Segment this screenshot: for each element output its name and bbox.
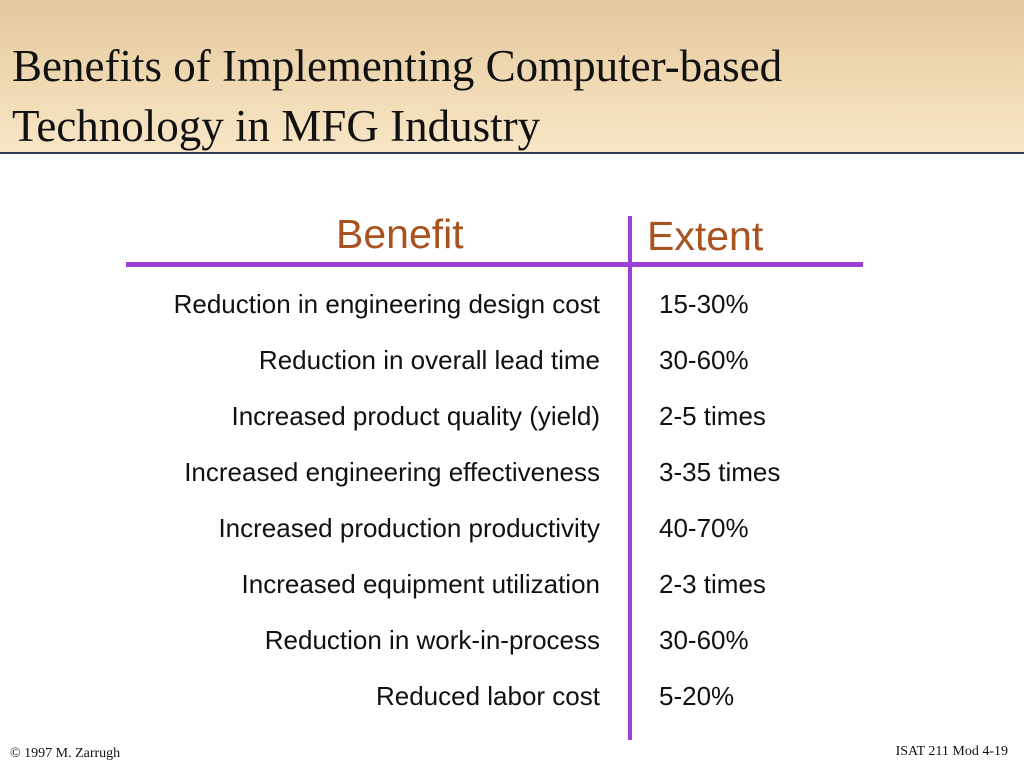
header-divider <box>126 262 863 267</box>
benefit-list: Reduction in engineering design cost Red… <box>120 286 600 734</box>
benefit-item: Reduced labor cost <box>375 681 600 711</box>
benefit-item: Reduction in engineering design cost <box>173 289 600 319</box>
extent-list: 15-30% 30-60% 2-5 times 3-35 times 40-70… <box>659 286 780 734</box>
extent-item: 40-70% <box>659 513 749 543</box>
benefit-item: Increased production productivity <box>218 513 600 543</box>
extent-item: 2-5 times <box>659 401 766 431</box>
benefit-item: Reduction in work-in-process <box>264 625 600 655</box>
benefit-item: Reduction in overall lead time <box>258 345 600 375</box>
benefit-item: Increased product quality (yield) <box>231 401 600 431</box>
extent-item: 3-35 times <box>659 457 781 487</box>
copyright-footer: © 1997 M. Zarrugh <box>10 746 121 761</box>
benefit-item: Increased engineering effectiveness <box>184 457 600 487</box>
slide-title-line-1: Benefits of Implementing Computer-based <box>12 41 783 91</box>
extent-item: 30-60% <box>659 345 749 375</box>
benefit-item: Increased equipment utilization <box>241 569 600 599</box>
title-band: Benefits of Implementing Computer-based … <box>0 0 1024 154</box>
extent-item: 30-60% <box>659 625 749 655</box>
extent-column-header: Extent <box>647 213 764 259</box>
column-divider <box>628 216 632 740</box>
slide-title: Benefits of Implementing Computer-based … <box>12 36 782 156</box>
extent-item: 5-20% <box>659 681 735 711</box>
slide-number-footer: ISAT 211 Mod 4-19 <box>895 744 1008 759</box>
extent-item: 15-30% <box>659 289 749 319</box>
benefit-column-header: Benefit <box>336 211 464 257</box>
extent-item: 2-3 times <box>659 569 766 599</box>
slide-title-line-2: Technology in MFG Industry <box>12 101 541 151</box>
